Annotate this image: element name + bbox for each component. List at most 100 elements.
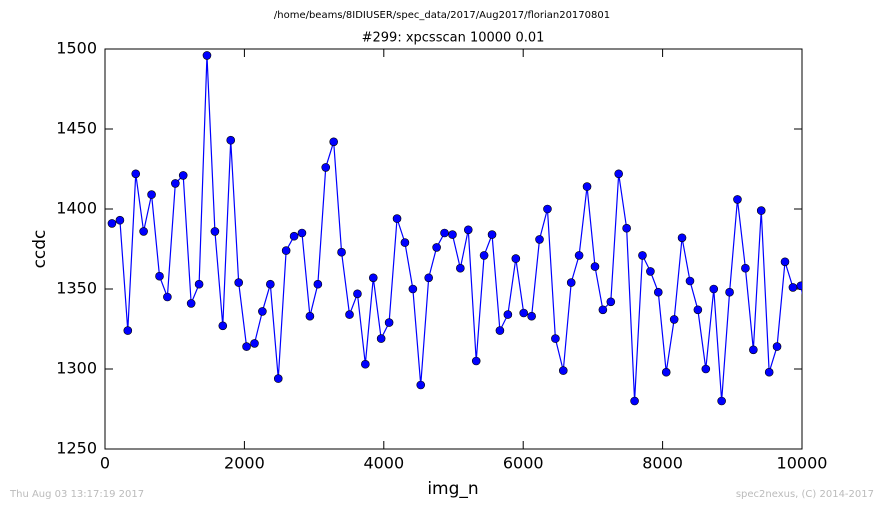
data-point bbox=[218, 321, 228, 331]
data-point bbox=[582, 182, 592, 191]
y-tick-label: 1350 bbox=[56, 279, 97, 298]
data-point bbox=[780, 257, 790, 267]
data-point bbox=[638, 251, 647, 260]
data-point bbox=[661, 367, 671, 377]
data-point bbox=[574, 251, 584, 260]
data-point bbox=[163, 292, 172, 302]
data-point bbox=[566, 278, 576, 287]
data-point bbox=[805, 323, 813, 331]
data-point bbox=[709, 284, 719, 294]
data-point bbox=[376, 334, 386, 343]
data-point bbox=[131, 169, 141, 179]
data-point bbox=[693, 305, 703, 315]
y-tick-label: 1400 bbox=[56, 199, 97, 218]
data-point bbox=[772, 342, 782, 351]
data-point bbox=[535, 235, 544, 244]
suptitle: /home/beams/8IDIUSER/spec_data/2017/Aug2… bbox=[274, 10, 610, 21]
data-point bbox=[440, 228, 449, 238]
data-point bbox=[258, 307, 267, 316]
data-point bbox=[733, 195, 742, 204]
chart-title: #299: xpcsscan 10000 0.01 bbox=[362, 31, 545, 46]
data-point bbox=[321, 163, 331, 172]
data-point bbox=[749, 345, 758, 355]
data-point bbox=[503, 310, 513, 319]
data-point bbox=[495, 326, 505, 335]
data-point bbox=[297, 228, 307, 238]
data-point bbox=[234, 278, 243, 287]
data-point bbox=[471, 356, 481, 366]
data-point bbox=[788, 283, 798, 292]
plot-area bbox=[107, 51, 813, 406]
data-point bbox=[147, 190, 156, 199]
plot-frame bbox=[104, 48, 803, 450]
data-point bbox=[289, 231, 299, 241]
data-point bbox=[519, 308, 528, 318]
x-axis-label: img_n bbox=[427, 479, 478, 499]
data-point bbox=[677, 233, 687, 243]
data-point bbox=[313, 279, 323, 289]
data-point bbox=[226, 135, 236, 145]
data-point bbox=[408, 284, 418, 294]
data-point bbox=[107, 219, 117, 228]
data-point bbox=[479, 251, 489, 260]
data-point bbox=[701, 364, 711, 374]
data-point bbox=[622, 223, 631, 233]
data-point bbox=[384, 318, 394, 327]
data-point bbox=[305, 311, 315, 321]
y-tick-label: 1250 bbox=[56, 439, 97, 458]
footer-right: spec2nexus, (C) 2014-2017 bbox=[736, 489, 874, 500]
data-point bbox=[281, 246, 291, 255]
x-tick-label: 8000 bbox=[642, 454, 683, 473]
data-point bbox=[796, 281, 802, 291]
data-point bbox=[202, 51, 212, 60]
data-point bbox=[361, 359, 370, 369]
x-tick-label: 4000 bbox=[363, 454, 404, 473]
data-point bbox=[171, 179, 180, 188]
data-point bbox=[558, 366, 568, 375]
data-point bbox=[155, 271, 164, 281]
data-point bbox=[653, 287, 663, 297]
data-point bbox=[194, 279, 204, 289]
data-point bbox=[424, 273, 433, 283]
x-tick-label: 0 bbox=[100, 454, 110, 473]
data-point bbox=[717, 396, 726, 406]
data-point bbox=[606, 297, 616, 307]
data-point bbox=[756, 206, 766, 215]
footer-left: Thu Aug 03 13:17:19 2017 bbox=[9, 489, 144, 500]
x-tick-label: 6000 bbox=[503, 454, 544, 473]
data-point bbox=[345, 310, 354, 319]
y-tick-label: 1300 bbox=[56, 359, 97, 378]
data-point bbox=[527, 311, 536, 321]
y-tick-label: 1450 bbox=[56, 119, 97, 138]
data-point bbox=[416, 380, 426, 390]
data-point bbox=[266, 279, 275, 289]
data-point bbox=[614, 169, 623, 179]
data-point bbox=[487, 230, 497, 239]
data-point bbox=[630, 396, 639, 406]
data-point bbox=[400, 238, 410, 247]
data-point bbox=[543, 204, 552, 214]
data-point bbox=[139, 227, 148, 236]
y-axis-label: ccdc bbox=[30, 230, 50, 269]
data-point bbox=[178, 171, 188, 180]
data-point bbox=[646, 267, 655, 276]
data-point bbox=[353, 289, 362, 299]
x-tick-label: 2000 bbox=[224, 454, 265, 473]
data-point bbox=[590, 262, 600, 271]
data-point bbox=[242, 342, 251, 351]
data-point bbox=[210, 227, 220, 236]
data-point bbox=[115, 215, 125, 225]
data-point bbox=[329, 137, 338, 147]
data-point bbox=[463, 225, 473, 235]
data-point bbox=[273, 374, 283, 383]
data-point bbox=[551, 334, 560, 343]
data-point bbox=[669, 315, 679, 324]
y-tick-label: 1500 bbox=[56, 39, 97, 58]
data-point bbox=[685, 276, 695, 286]
data-point bbox=[511, 254, 521, 263]
data-point bbox=[123, 326, 133, 335]
x-tick-label: 10000 bbox=[777, 454, 828, 473]
data-point bbox=[598, 305, 608, 315]
data-point bbox=[764, 367, 774, 377]
data-point bbox=[337, 247, 346, 257]
